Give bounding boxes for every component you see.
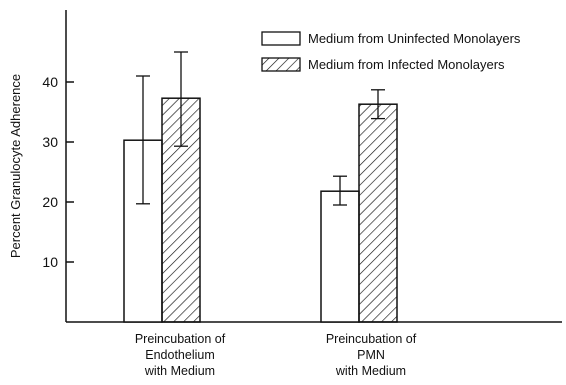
y-tick-label: 10 (42, 254, 58, 270)
category-label: Preincubation of Endothelium with Medium (135, 332, 226, 378)
category-label: Preincubation of PMN with Medium (326, 332, 417, 378)
legend-label: Medium from Uninfected Monolayers (308, 31, 521, 46)
legend: Medium from Uninfected Monolayers Medium … (261, 31, 521, 72)
y-axis-title: Percent Granulocyte Adherence (8, 74, 23, 258)
bar-uninfected-2 (320, 190, 360, 323)
error-bar (333, 175, 347, 206)
bar-infected-1 (161, 97, 201, 323)
error-bar (174, 51, 188, 147)
error-bar (136, 75, 150, 205)
error-bars (136, 51, 385, 206)
error-bar (371, 89, 385, 120)
legend-label: Medium from Infected Monolayers (308, 57, 505, 72)
y-tick-label: 40 (42, 74, 58, 90)
legend-swatch-uninfected (261, 31, 301, 46)
y-ticks: 10 20 30 40 (42, 74, 74, 270)
plot-area: 10 20 30 40 (42, 10, 562, 323)
bar-infected-2 (358, 103, 398, 323)
bars (123, 97, 398, 323)
y-tick-label: 30 (42, 134, 58, 150)
legend-swatch-infected (261, 57, 301, 72)
category-labels: Preincubation of Endothelium with Medium Pr… (135, 332, 417, 378)
y-tick-label: 20 (42, 194, 58, 210)
